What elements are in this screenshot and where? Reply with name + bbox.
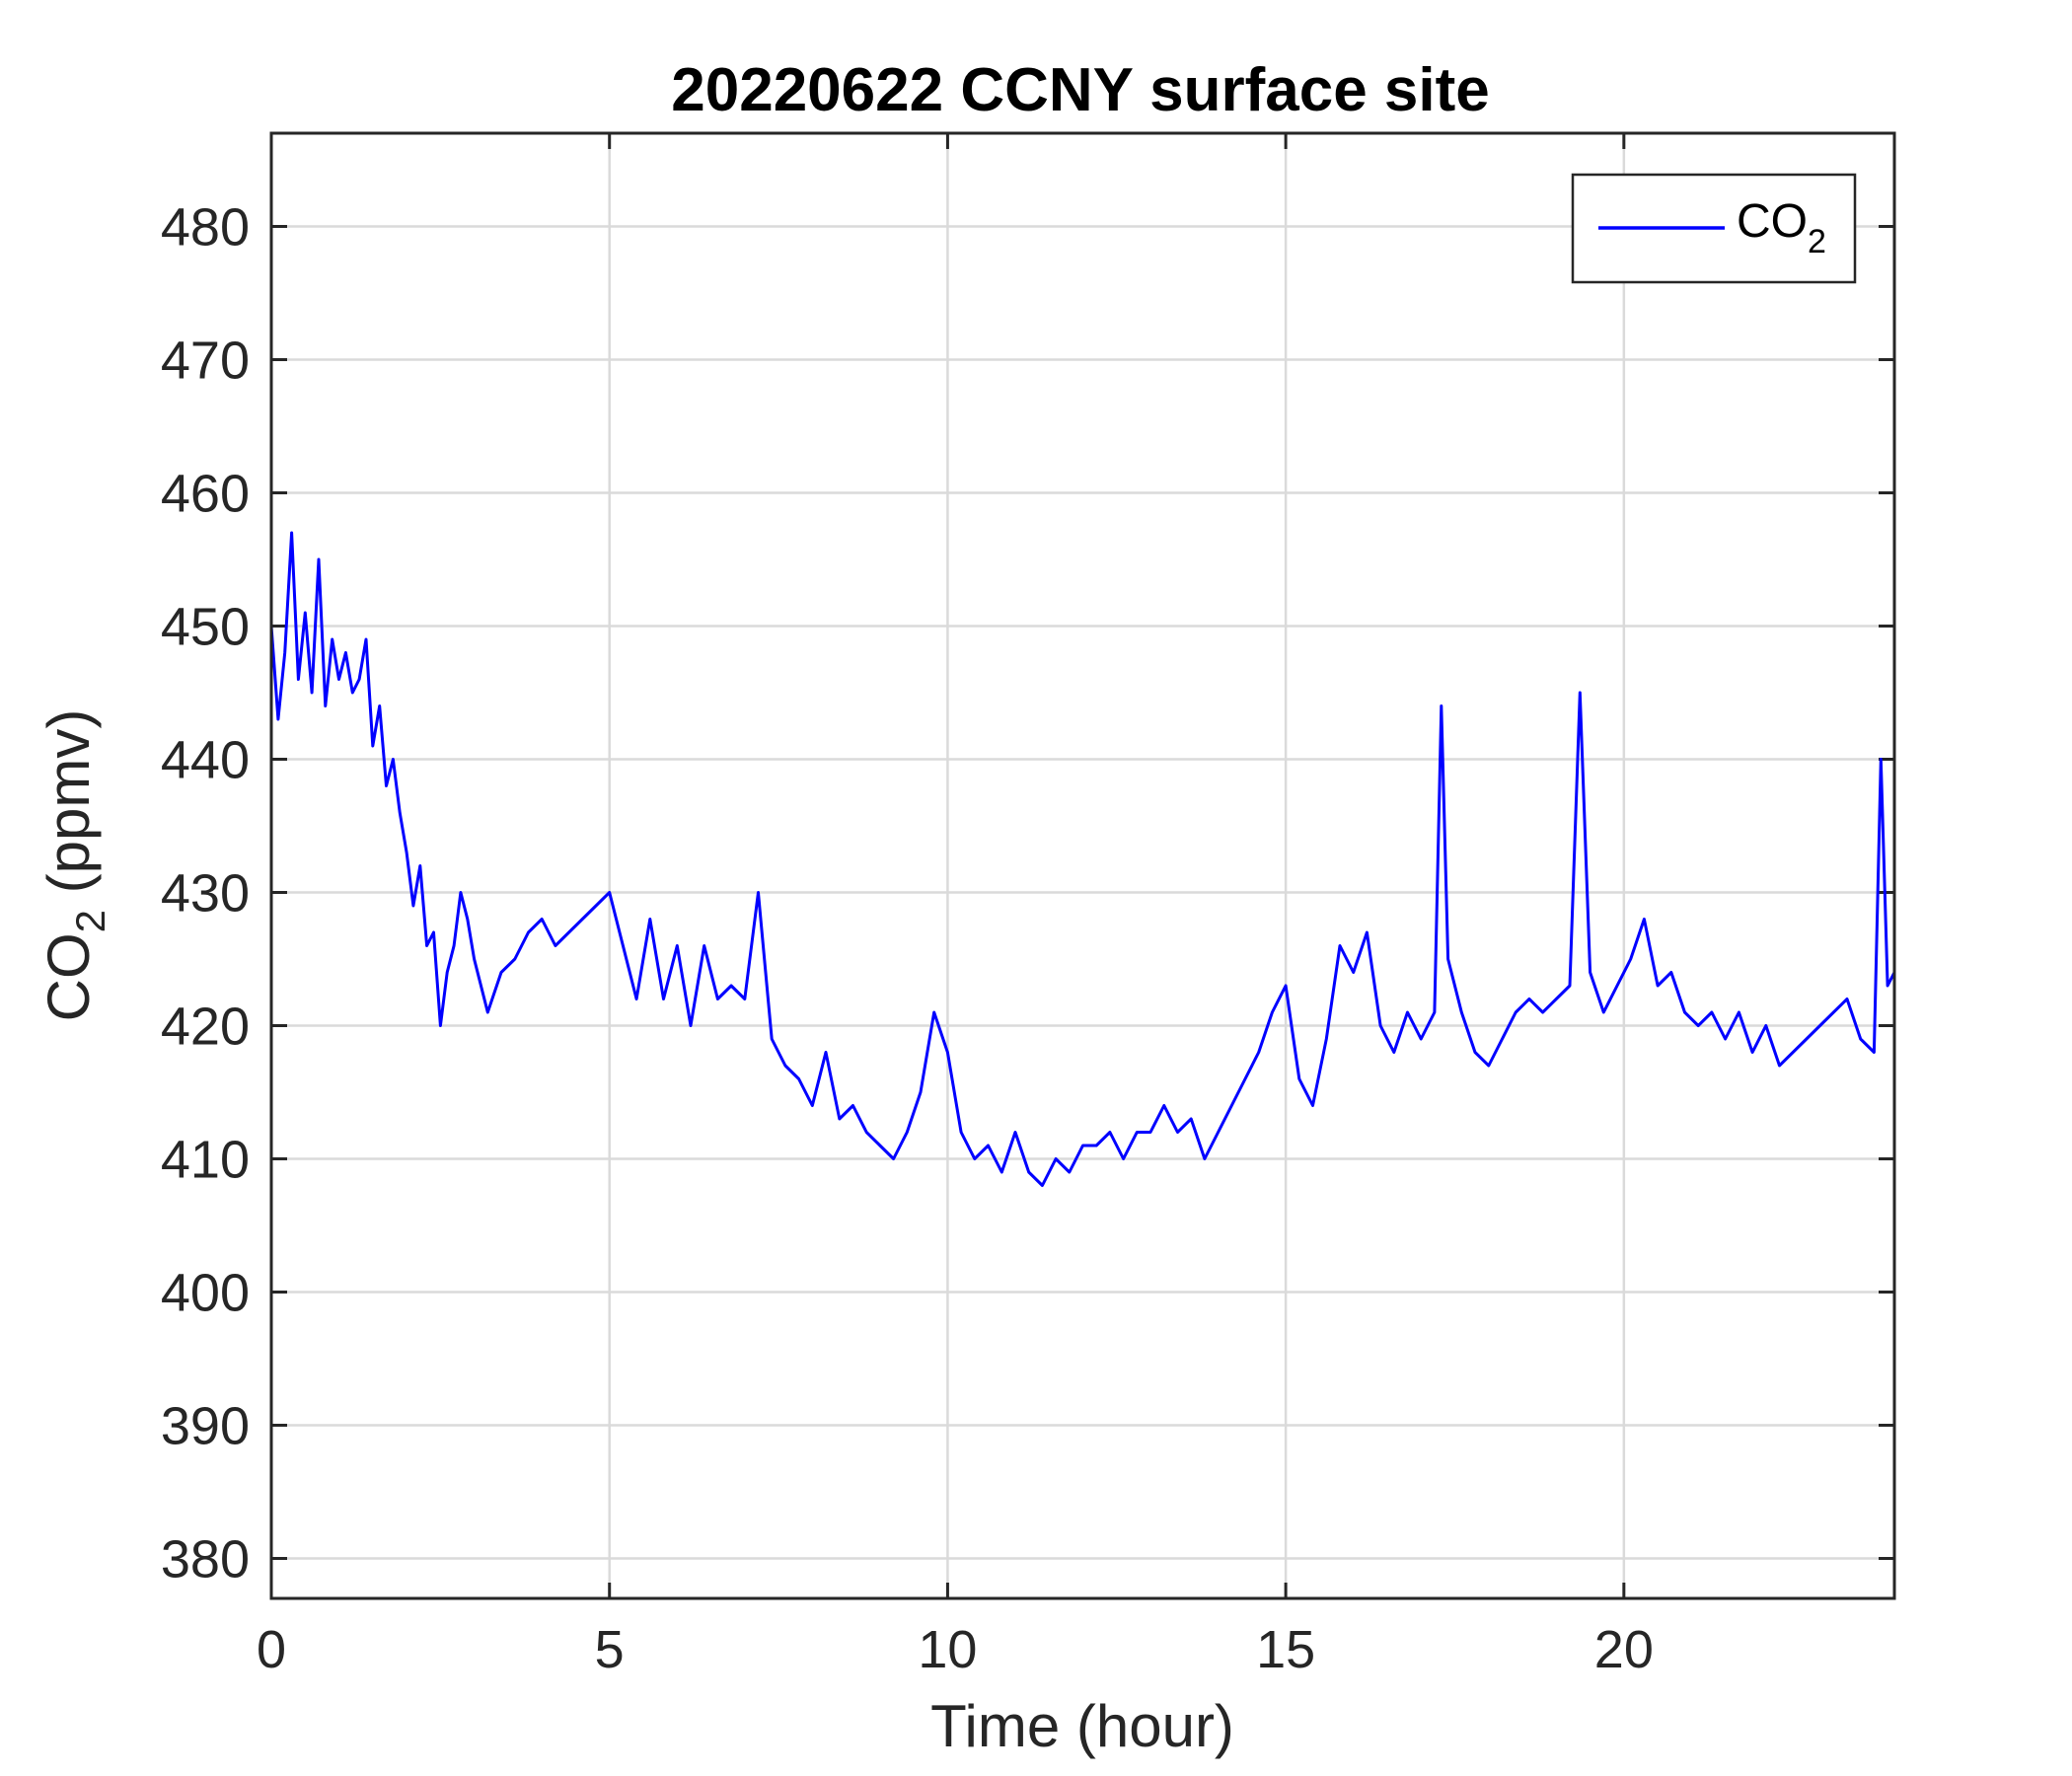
series-layer (269, 531, 1896, 1187)
legend-label-subscript: 2 (1808, 223, 1826, 260)
y-tick-label: 380 (161, 1530, 250, 1590)
x-axis-label: Time (hour) (930, 1693, 1234, 1759)
y-tick-label: 450 (161, 598, 250, 657)
co2-series-line (269, 531, 1896, 1187)
legend-label-base: CO (1737, 195, 1808, 248)
x-tick-label: 5 (595, 1620, 625, 1679)
y-tick-label: 410 (161, 1131, 250, 1190)
chart-title: 20220622 CCNY surface site (671, 56, 1490, 124)
y-tick-label: 420 (161, 998, 250, 1057)
y-tick-label: 430 (161, 864, 250, 924)
y-axis-label-unit: (ppmv) (36, 709, 102, 910)
x-tick-label: 15 (1256, 1620, 1315, 1679)
y-tick-label: 460 (161, 465, 250, 524)
y-tick-label: 470 (161, 332, 250, 391)
y-tick-label: 440 (161, 731, 250, 790)
plot-area (271, 133, 1894, 1598)
tick-layer (269, 133, 1894, 1598)
grid-layer (271, 133, 1894, 1598)
y-axis-label-base: CO (36, 932, 102, 1021)
x-tick-label: 20 (1594, 1620, 1654, 1679)
y-tick-label: 400 (161, 1264, 250, 1323)
y-axis-label: CO2 (ppmv) (36, 709, 113, 1022)
x-tick-label: 0 (257, 1620, 286, 1679)
legend-co2-label: CO2 (1737, 195, 1826, 260)
tick-label-layer: 0 5 10 15 20 380 390 400 410 420 430 440 450 460 470 48… (161, 198, 1654, 1680)
x-tick-label: 10 (918, 1620, 977, 1679)
y-axis-label-subscript: 2 (67, 910, 113, 932)
axes-frame (269, 131, 1896, 1600)
y-tick-label: 390 (161, 1397, 250, 1456)
legend: CO2 (1571, 173, 1857, 284)
y-tick-label: 480 (161, 198, 250, 258)
